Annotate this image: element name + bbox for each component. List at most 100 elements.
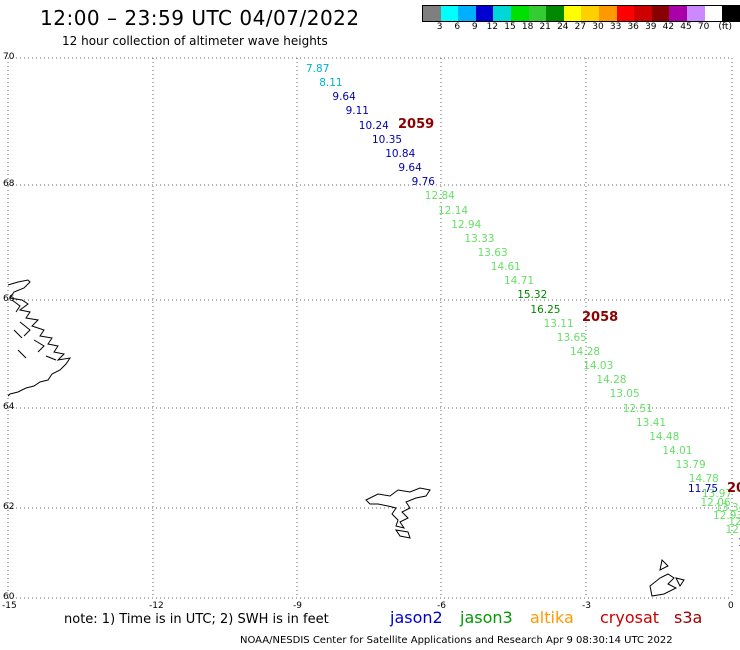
wave-height-value: 12.51 <box>622 402 653 415</box>
map-title: 12:00 – 23:59 UTC 04/07/2022 <box>40 6 360 30</box>
color-swatch <box>440 6 459 21</box>
color-scale-bar <box>422 5 740 22</box>
color-swatch <box>581 6 599 21</box>
wave-height-value: 10.84 <box>385 147 416 160</box>
wave-height-value: 12.17 <box>728 515 740 528</box>
wave-height-value: 13.97 <box>702 487 733 500</box>
color-swatch <box>616 6 635 21</box>
color-scale-tick: (ft) <box>718 22 732 32</box>
latitude-label: 68 <box>3 179 15 189</box>
color-scale-tick: 3 <box>436 22 443 32</box>
map-subtitle: 12 hour collection of altimeter wave hei… <box>62 34 328 48</box>
color-scale-tick: 27 <box>574 22 587 32</box>
color-swatch <box>651 6 670 21</box>
longitude-label: -3 <box>582 601 591 611</box>
latitude-label: 66 <box>3 294 15 304</box>
color-scale-tick: 33 <box>609 22 622 32</box>
latitude-label: 62 <box>3 502 15 512</box>
wave-height-value: 14.03 <box>583 360 614 373</box>
wave-height-value: 9.11 <box>345 105 369 118</box>
legend-cryosat: cryosat <box>600 608 660 627</box>
latitude-label: 70 <box>3 52 15 62</box>
wave-height-value: 7.87 <box>306 63 330 75</box>
wave-height-value: 13.11 <box>543 317 574 330</box>
legend-altika: altika <box>530 608 574 627</box>
color-scale-tick: 12 <box>486 22 499 32</box>
pass-label-partial: 20 <box>727 481 740 496</box>
color-swatch <box>528 6 547 21</box>
map-grid <box>7 57 733 599</box>
longitude-label: -12 <box>149 601 164 611</box>
wave-height-value: 15.32 <box>517 289 548 302</box>
wave-height-value: 14.01 <box>662 445 693 458</box>
color-swatch <box>722 6 740 21</box>
color-scale-tick: 70 <box>697 22 710 32</box>
wave-height-value: 12.06 <box>700 496 731 509</box>
color-scale-tick: 18 <box>521 22 534 32</box>
color-scale-tick: 39 <box>645 22 657 32</box>
color-swatch <box>493 6 511 21</box>
legend-s3a: s3a <box>674 608 703 627</box>
legend-jason3: jason3 <box>460 608 513 627</box>
wave-height-value: 10.35 <box>372 133 403 146</box>
color-swatch <box>546 6 564 21</box>
wave-height-value: 13.41 <box>636 416 667 429</box>
color-swatch <box>563 6 582 21</box>
wave-height-value: 14.48 <box>649 430 680 443</box>
color-scale-tick: 30 <box>592 22 604 32</box>
color-scale-tick: 36 <box>627 22 639 32</box>
wave-height-value: 14.28 <box>570 346 601 358</box>
wave-height-value: 12.84 <box>424 190 455 203</box>
longitude-label: -15 <box>2 601 17 611</box>
latitude-label: 60 <box>3 592 15 602</box>
greenland-coast <box>7 279 72 397</box>
shetland-coast <box>649 558 685 597</box>
color-scale-tick: 24 <box>557 22 569 32</box>
coastline <box>7 279 685 597</box>
greenland-fjord <box>11 299 57 361</box>
latitude-label: 64 <box>3 402 15 412</box>
longitude-label: 0 <box>728 601 734 611</box>
wave-height-value: 12.94 <box>451 218 482 231</box>
wave-height-value: 14.71 <box>504 275 535 288</box>
faroe-islands-coast <box>365 487 431 539</box>
color-scale-ticks: 3 6 9 12 15 18 21 24 27 30 33 36 39 42 45 70 (ft) <box>422 22 740 34</box>
wave-height-value: 14.28 <box>596 374 627 387</box>
wave-height-value: 13.33 <box>464 232 495 245</box>
wave-height-value: 12.5 <box>725 523 740 536</box>
wave-height-value: 11. <box>738 537 740 549</box>
wave-height-value: 13.79 <box>675 459 706 472</box>
wave-height-value: 13.65 <box>556 331 587 344</box>
wave-height-value: 12.14 <box>438 204 469 217</box>
longitude-label: -6 <box>437 601 446 611</box>
color-swatch <box>458 6 476 21</box>
color-scale-tick: 6 <box>454 22 461 32</box>
wave-height-value: 12.93 <box>713 510 740 522</box>
color-scale-tick: 15 <box>504 22 516 32</box>
wave-height-value: 8.11 <box>319 77 343 90</box>
color-swatch <box>475 6 494 21</box>
color-swatch <box>423 6 441 21</box>
legend-jason2: jason2 <box>390 608 443 627</box>
credit-line: NOAA/NESDIS Center for Satellite Applica… <box>240 635 673 646</box>
footnote: note: 1) Time is in UTC; 2) SWH is in fe… <box>64 612 329 627</box>
wave-height-value: 16.25 <box>530 303 561 316</box>
color-scale-tick: 21 <box>539 22 551 32</box>
color-swatch <box>634 6 652 21</box>
color-scale-tick: 45 <box>680 22 692 32</box>
pass-label-2059: 2059 <box>398 117 435 132</box>
wave-height-value: 14.61 <box>490 261 521 274</box>
pass-label-2058: 2058 <box>582 310 619 325</box>
color-swatch <box>686 6 705 21</box>
color-swatch <box>669 6 687 21</box>
wave-height-value: 11.75 <box>688 483 719 495</box>
color-scale-tick: 9 <box>471 22 478 32</box>
longitude-label: -9 <box>293 601 302 611</box>
wave-height-value: 10.24 <box>358 119 389 132</box>
wave-height-value: 13.05 <box>609 388 640 401</box>
color-swatch <box>598 6 617 21</box>
color-swatch <box>510 6 529 21</box>
wave-height-value: 13.63 <box>477 246 508 259</box>
wave-height-value: 9.64 <box>332 91 356 104</box>
wave-height-value: 9.64 <box>398 162 422 175</box>
